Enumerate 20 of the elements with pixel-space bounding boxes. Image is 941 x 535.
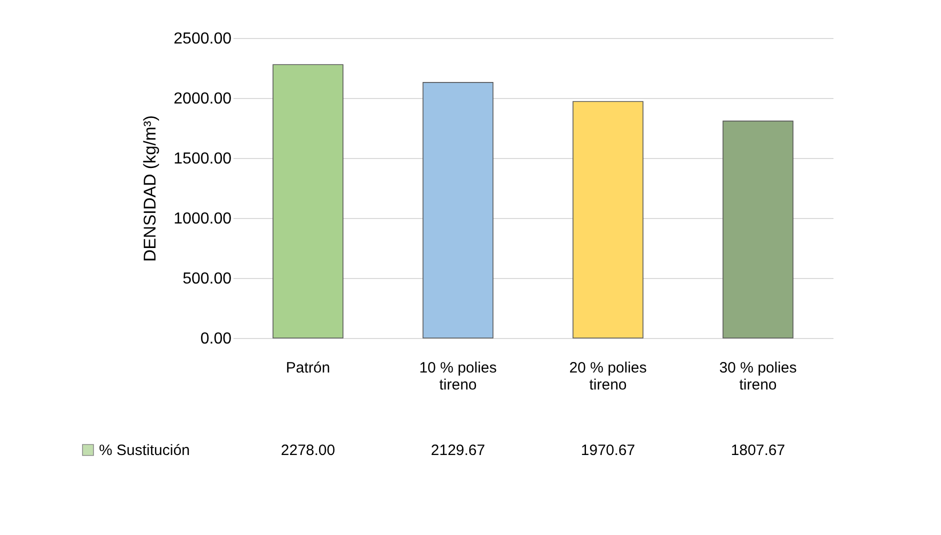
y-tick-label: 1000.00: [174, 210, 232, 228]
y-tick-label: 500.00: [182, 270, 232, 288]
y-tick-label: 1500.00: [174, 150, 232, 168]
y-axis-title: DENSIDAD (kg/m³): [140, 115, 160, 262]
bar: [572, 101, 644, 338]
x-tick-label: 10 % poliestireno: [419, 360, 497, 394]
data-label: 1807.67: [730, 442, 786, 459]
data-label: 2129.67: [430, 442, 486, 459]
bar: [422, 82, 494, 338]
data-label: 1970.67: [580, 442, 636, 459]
x-tick-label: 20 % poliestireno: [569, 360, 647, 394]
y-tick-label: 0.00: [200, 330, 232, 348]
bar: [722, 120, 794, 338]
bar: [272, 64, 344, 338]
y-tick-label: 2000.00: [174, 90, 232, 108]
data-label: 2278.00: [280, 442, 336, 459]
y-tick-label: 2500.00: [174, 30, 232, 48]
x-tick-label: Patrón: [286, 360, 330, 376]
legend-label: % Sustitución: [99, 442, 190, 459]
x-tick-label: 30 % poliestireno: [719, 360, 797, 394]
